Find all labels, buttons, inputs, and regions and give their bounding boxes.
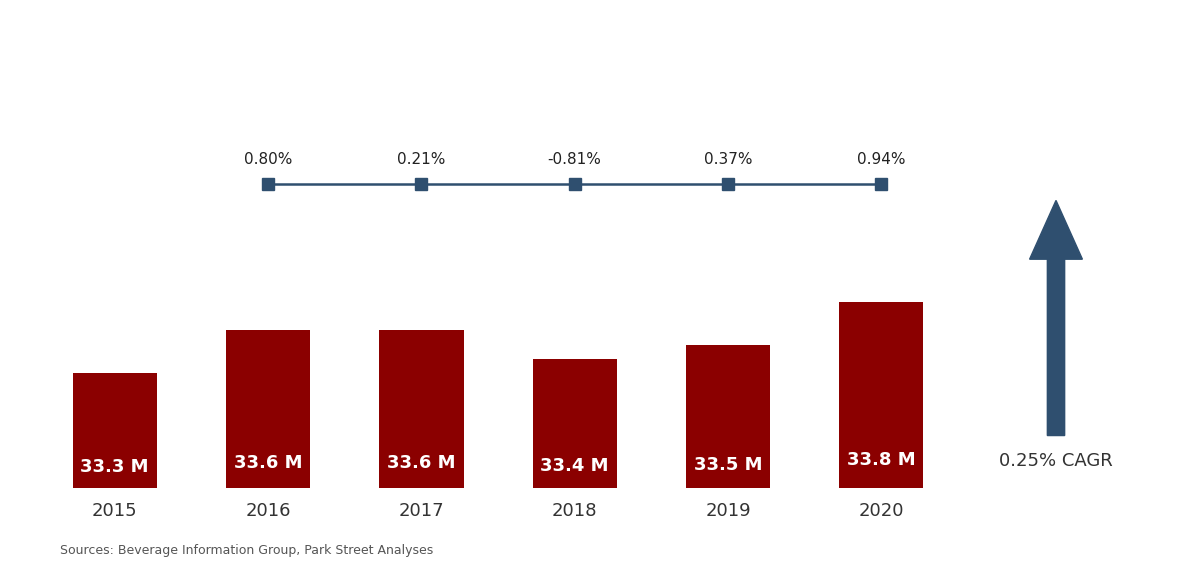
Bar (379, 330, 463, 488)
Text: 0.80%: 0.80% (244, 152, 292, 167)
Bar (72, 373, 157, 488)
Bar (686, 345, 770, 488)
Text: 33.8 M: 33.8 M (847, 452, 916, 470)
Text: 33.3 M: 33.3 M (80, 458, 149, 476)
Text: 33.4 M: 33.4 M (540, 457, 608, 475)
Bar (839, 302, 924, 488)
Text: 0.37%: 0.37% (703, 152, 752, 167)
Text: Sources: Beverage Information Group, Park Street Analyses: Sources: Beverage Information Group, Par… (60, 544, 433, 557)
Text: 0.21%: 0.21% (397, 152, 445, 167)
Bar (226, 330, 310, 488)
Text: 0.25% CAGR: 0.25% CAGR (1000, 452, 1112, 470)
Text: 0.94%: 0.94% (857, 152, 906, 167)
Text: -0.81%: -0.81% (547, 152, 601, 167)
Text: 33.6 M: 33.6 M (234, 454, 302, 472)
Text: 33.6 M: 33.6 M (388, 454, 456, 472)
Bar (533, 359, 617, 488)
FancyArrow shape (1030, 200, 1082, 436)
Text: 33.5 M: 33.5 M (694, 455, 762, 473)
